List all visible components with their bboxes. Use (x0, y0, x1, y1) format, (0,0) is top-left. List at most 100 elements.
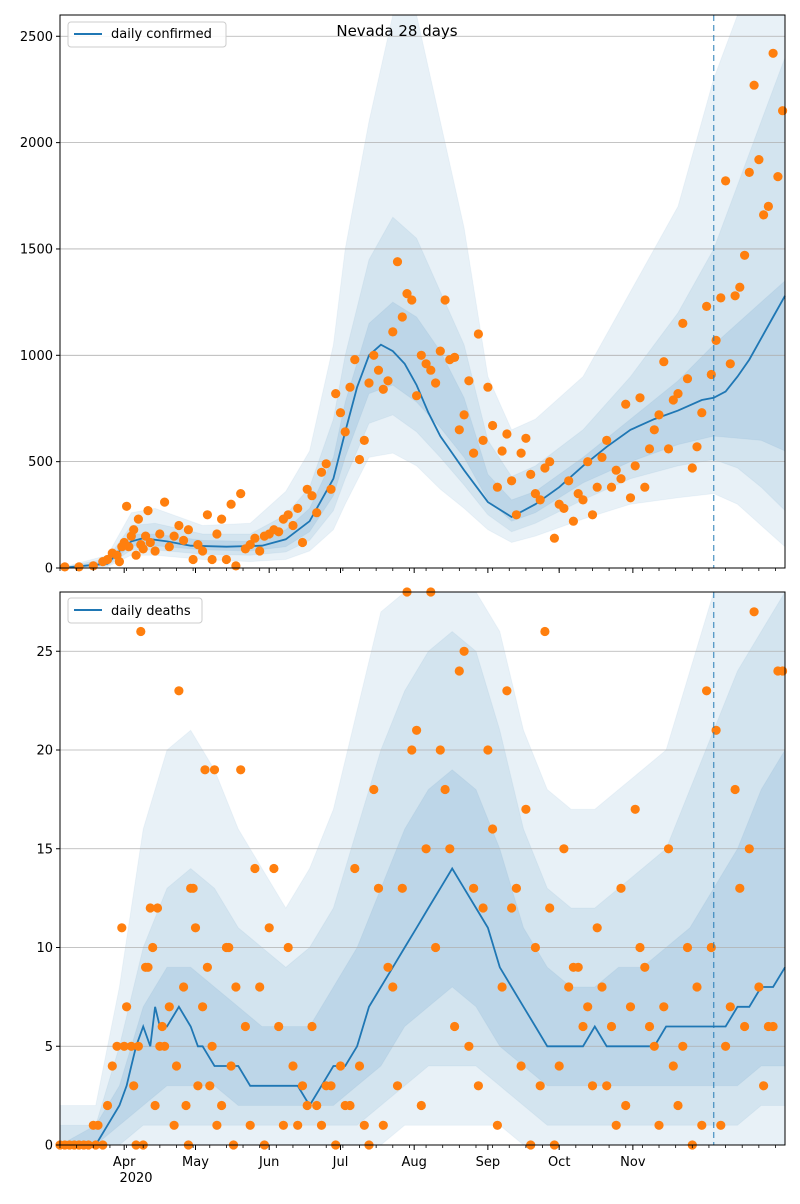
observed-point (725, 1002, 735, 1012)
observed-point (535, 1081, 545, 1091)
observed-point (716, 1120, 726, 1130)
observed-point (740, 250, 750, 260)
y-tick-label: 2000 (20, 136, 53, 151)
observed-point (530, 489, 541, 499)
observed-point (768, 1021, 778, 1032)
observed-point (454, 666, 464, 676)
observed-point (497, 446, 507, 456)
observed-point (706, 369, 716, 380)
observed-point (616, 883, 626, 893)
observed-point (141, 531, 151, 541)
observed-point (297, 537, 308, 548)
observed-point (114, 557, 124, 567)
observed-point (678, 318, 688, 328)
x-tick-label: May (182, 1155, 209, 1170)
observed-point (421, 844, 431, 854)
y-tick-label: 10 (36, 941, 53, 956)
observed-point (573, 489, 583, 499)
observed-point (143, 962, 153, 972)
observed-point (431, 942, 441, 953)
observed-point (397, 883, 407, 893)
observed-point (763, 201, 774, 211)
observed-point (255, 546, 265, 556)
observed-point (621, 1100, 631, 1111)
observed-point (464, 1041, 474, 1051)
observed-point (392, 257, 403, 267)
observed-point (469, 448, 479, 458)
observed-point (202, 510, 212, 520)
observed-point (326, 484, 336, 494)
deaths-axes-frame (59, 591, 786, 1146)
observed-point (702, 686, 712, 696)
observed-point (625, 493, 636, 503)
observed-point (459, 646, 469, 656)
observed-point (649, 1041, 659, 1051)
observed-point (179, 535, 189, 546)
observed-point (564, 982, 574, 992)
observed-point (188, 554, 198, 565)
observed-point (155, 529, 165, 539)
observed-point (483, 745, 493, 755)
observed-point (350, 355, 360, 365)
observed-point (150, 1100, 160, 1111)
x-tick-label: Sep (476, 1155, 501, 1170)
observed-point (630, 461, 640, 471)
observed-point (283, 510, 293, 520)
observed-point (682, 374, 693, 384)
observed-point (169, 1120, 179, 1130)
observed-point (478, 903, 488, 913)
observed-point (236, 765, 246, 775)
observed-point (255, 982, 265, 992)
observed-point (171, 1061, 182, 1071)
y-tick-label: 25 (36, 645, 53, 660)
observed-point (697, 1120, 707, 1130)
observed-point (102, 554, 113, 565)
observed-point (345, 382, 355, 392)
observed-point (183, 525, 193, 535)
observed-point (516, 448, 526, 458)
observed-point (102, 1100, 113, 1111)
observed-point (478, 435, 488, 445)
observed-point (148, 942, 158, 953)
observed-point (143, 506, 153, 516)
chart-title: Nevada 28 days (336, 22, 457, 40)
observed-point (383, 376, 393, 386)
x-tick-label: Aug (401, 1155, 426, 1170)
observed-point (164, 1002, 174, 1012)
legend-label-deaths: daily deaths (111, 604, 191, 619)
observed-point (535, 495, 545, 505)
observed-point (711, 725, 721, 735)
observed-point (778, 106, 788, 116)
observed-point (60, 562, 70, 572)
observed-point (554, 1061, 564, 1071)
observed-point (654, 1120, 664, 1130)
observed-point (454, 425, 464, 435)
x-year-label: 2020 (119, 1171, 152, 1186)
observed-point (735, 883, 745, 893)
observed-point (416, 350, 426, 360)
observed-point (687, 463, 697, 473)
observed-point (640, 482, 650, 492)
observed-point (635, 393, 645, 403)
observed-point (721, 1041, 731, 1051)
observed-point (583, 457, 593, 467)
observed-point (373, 883, 384, 893)
observed-point (407, 295, 417, 305)
observed-point (297, 1081, 308, 1091)
observed-point (768, 48, 778, 58)
observed-point (240, 1021, 250, 1032)
observed-point (668, 1061, 678, 1071)
observed-point (621, 399, 631, 409)
observed-point (221, 554, 231, 565)
y-tick-label: 500 (28, 455, 53, 470)
observed-point (654, 410, 664, 420)
observed-point (131, 550, 141, 560)
observed-point (112, 1041, 122, 1051)
observed-point (369, 784, 379, 795)
observed-point (188, 883, 198, 893)
observed-point (502, 686, 512, 696)
observed-point (326, 1081, 336, 1091)
observed-point (302, 1100, 312, 1111)
observed-point (673, 389, 683, 399)
